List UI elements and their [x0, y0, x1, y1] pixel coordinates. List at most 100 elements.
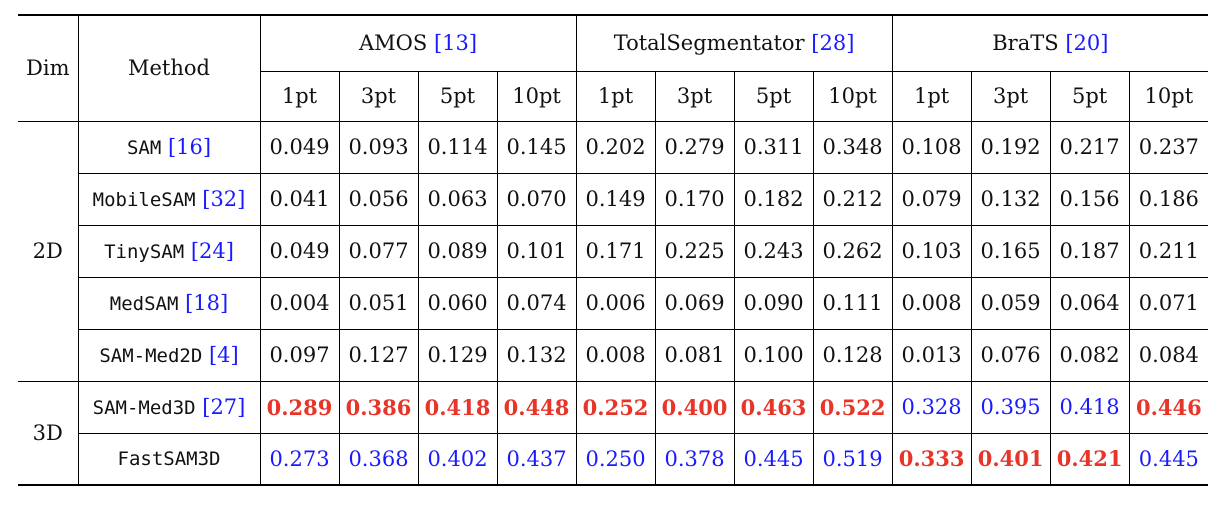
value-cell: 0.089	[417, 224, 497, 277]
value-cell: 0.192	[970, 120, 1051, 173]
value-cell: 0.006	[575, 276, 656, 329]
value-cell: 0.108	[891, 120, 972, 173]
value-cell: 0.187	[1049, 224, 1130, 277]
value-cell: 0.156	[1049, 172, 1130, 225]
method-cell: SAM-Med2D [4]	[77, 328, 260, 381]
citation-link[interactable]: [27]	[195, 395, 246, 419]
dataset-name: AMOS	[358, 31, 428, 56]
header-point: 10pt	[812, 70, 893, 121]
header-point: 5pt	[1049, 70, 1130, 121]
table-row: MedSAM [18] 0.004 0.051 0.060 0.074 0.006 0.06…	[18, 276, 1209, 329]
value-cell: 0.149	[575, 172, 656, 225]
value-cell: 0.311	[733, 120, 814, 173]
header-point: 1pt	[891, 70, 972, 121]
citation-link[interactable]: [32]	[195, 187, 246, 211]
value-cell: 0.171	[575, 224, 656, 277]
value-cell: 0.418	[417, 380, 497, 433]
method-cell: SAM [16]	[77, 120, 260, 173]
value-cell: 0.049	[259, 120, 339, 173]
value-cell: 0.182	[733, 172, 814, 225]
value-cell: 0.081	[654, 328, 735, 381]
dim-cell: 2D	[18, 120, 78, 381]
header-dataset-totalsegmentator: TotalSegmentator [28]	[575, 14, 893, 71]
dataset-name: TotalSegmentator	[613, 31, 805, 56]
value-cell: 0.069	[654, 276, 735, 329]
citation-link[interactable]: [13]	[433, 31, 478, 56]
header-point: 1pt	[575, 70, 656, 121]
value-cell: 0.279	[654, 120, 735, 173]
value-cell: 0.402	[417, 432, 497, 486]
value-cell: 0.114	[417, 120, 497, 173]
method-cell: SAM-Med3D [27]	[77, 380, 260, 433]
value-cell: 0.129	[417, 328, 497, 381]
value-cell: 0.401	[970, 432, 1051, 486]
value-cell: 0.212	[812, 172, 893, 225]
method-cell: FastSAM3D	[77, 432, 260, 486]
value-cell: 0.333	[891, 432, 972, 486]
citation-link[interactable]: [18]	[178, 291, 229, 315]
dataset-name: BraTS	[992, 31, 1059, 56]
value-cell: 0.079	[891, 172, 972, 225]
header-point: 1pt	[259, 70, 339, 121]
value-cell: 0.170	[654, 172, 735, 225]
value-cell: 0.074	[496, 276, 577, 329]
value-cell: 0.064	[1049, 276, 1130, 329]
value-cell: 0.132	[970, 172, 1051, 225]
value-cell: 0.100	[733, 328, 814, 381]
value-cell: 0.103	[891, 224, 972, 277]
citation-link[interactable]: [24]	[184, 239, 234, 263]
header-point: 5pt	[417, 70, 497, 121]
value-cell: 0.237	[1128, 120, 1209, 173]
header-point: 5pt	[733, 70, 814, 121]
value-cell: 0.090	[733, 276, 814, 329]
value-cell: 0.250	[575, 432, 656, 486]
value-cell: 0.386	[338, 380, 418, 433]
dim-cell: 3D	[18, 380, 78, 486]
value-cell: 0.076	[970, 328, 1051, 381]
value-cell: 0.060	[417, 276, 497, 329]
value-cell: 0.368	[338, 432, 418, 486]
method-name: SAM-Med3D	[92, 397, 196, 419]
method-name: FastSAM3D	[117, 447, 221, 470]
citation-link[interactable]: [16]	[161, 135, 212, 159]
table-row: SAM-Med2D [4] 0.097 0.127 0.129 0.132 0.008 0.…	[18, 328, 1209, 381]
value-cell: 0.132	[496, 328, 577, 381]
value-cell: 0.008	[575, 328, 656, 381]
value-cell: 0.348	[812, 120, 893, 173]
header-point: 10pt	[496, 70, 577, 121]
value-cell: 0.145	[496, 120, 577, 173]
method-name: TinySAM	[104, 241, 185, 263]
value-cell: 0.328	[891, 380, 972, 433]
value-cell: 0.463	[733, 380, 814, 433]
value-cell: 0.077	[338, 224, 418, 277]
value-cell: 0.127	[338, 328, 418, 381]
citation-link[interactable]: [28]	[811, 31, 855, 56]
value-cell: 0.211	[1128, 224, 1209, 277]
value-cell: 0.097	[259, 328, 339, 381]
value-cell: 0.049	[259, 224, 339, 277]
value-cell: 0.378	[654, 432, 735, 486]
value-cell: 0.262	[812, 224, 893, 277]
table-row: MobileSAM [32] 0.041 0.056 0.063 0.070 0.149 0…	[18, 172, 1209, 225]
header-point: 3pt	[338, 70, 418, 121]
value-cell: 0.289	[259, 380, 339, 433]
value-cell: 0.522	[812, 380, 893, 433]
value-cell: 0.186	[1128, 172, 1209, 225]
value-cell: 0.421	[1049, 432, 1130, 486]
value-cell: 0.070	[496, 172, 577, 225]
value-cell: 0.445	[733, 432, 814, 486]
value-cell: 0.445	[1128, 432, 1209, 486]
value-cell: 0.013	[891, 328, 972, 381]
results-table: Dim Method AMOS [13] TotalSegmentator [2…	[18, 14, 1209, 486]
citation-link[interactable]: [20]	[1065, 31, 1109, 56]
value-cell: 0.202	[575, 120, 656, 173]
value-cell: 0.418	[1049, 380, 1130, 433]
citation-link[interactable]: [4]	[202, 343, 239, 367]
value-cell: 0.004	[259, 276, 339, 329]
method-name: SAM-Med2D	[99, 345, 203, 367]
header-dim: Dim	[18, 14, 78, 121]
table-row: TinySAM [24] 0.049 0.077 0.089 0.101 0.171 0.2…	[18, 224, 1209, 277]
value-cell: 0.041	[259, 172, 339, 225]
method-cell: MobileSAM [32]	[77, 172, 260, 225]
value-cell: 0.273	[259, 432, 339, 486]
